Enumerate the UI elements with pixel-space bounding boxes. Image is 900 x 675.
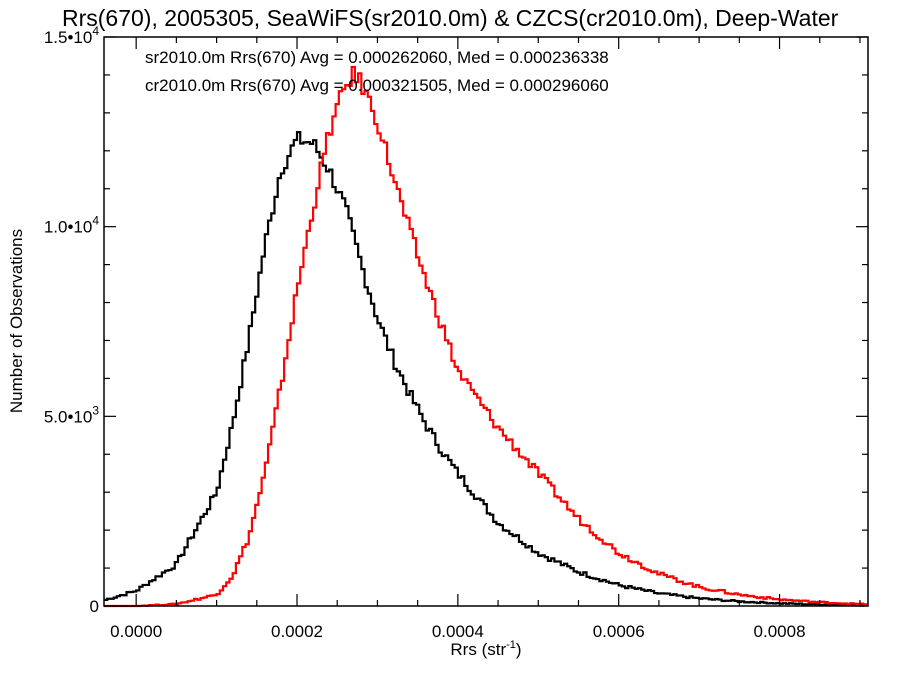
histogram-series-cr2010.0m xyxy=(104,65,868,608)
y-tick-label: 0 xyxy=(90,597,99,616)
plot-frame xyxy=(103,36,869,607)
y-axis-label: Number of Observations xyxy=(7,229,26,413)
series-layer xyxy=(104,65,868,608)
histogram-series-sr2010.0m xyxy=(104,131,868,607)
x-axis-label-sup: -1 xyxy=(506,639,516,651)
x-tick-label: 0.0008 xyxy=(754,622,806,641)
y-tick-label: 1.5•104 xyxy=(44,24,100,47)
x-tick-label: 0.0000 xyxy=(110,622,162,641)
x-axis-label-tail: ) xyxy=(516,640,522,659)
x-axis-label-base: Rrs (str xyxy=(450,640,506,659)
chart-title: Rrs(670), 2005305, SeaWiFS(sr2010.0m) & … xyxy=(62,5,839,31)
x-tick-label: 0.0002 xyxy=(271,622,323,641)
y-axis: 0 5.0•103 1.0•104 1.5•104 xyxy=(44,24,868,616)
x-tick-label: 0.0006 xyxy=(593,622,645,641)
x-tick-label: 0.0004 xyxy=(432,622,484,641)
x-axis: 0.0000 0.0002 0.0004 0.0006 0.0008 xyxy=(110,37,861,641)
y-tick-label: 5.0•103 xyxy=(44,403,100,426)
legend-annotation-sr: sr2010.0m Rrs(670) Avg = 0.000262060, Me… xyxy=(145,48,609,67)
x-axis-label: Rrs (str-1) xyxy=(450,639,521,659)
y-tick-label: 1.0•104 xyxy=(44,214,100,237)
legend-annotation-cr: cr2010.0m Rrs(670) Avg = 0.000321505, Me… xyxy=(145,76,609,95)
